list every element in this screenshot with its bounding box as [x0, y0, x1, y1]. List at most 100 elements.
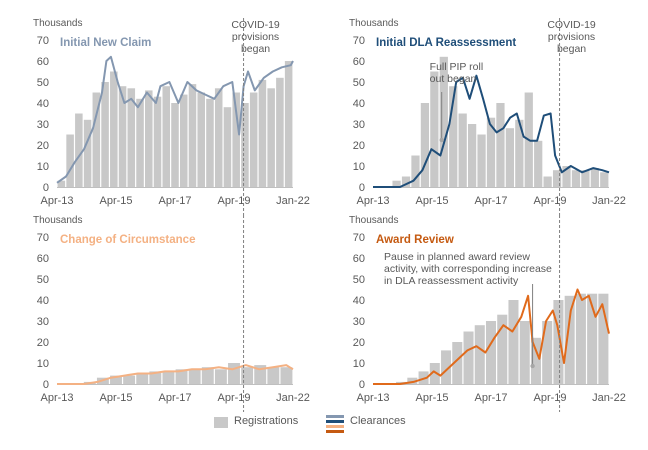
y-tick-label: 20 [37, 140, 49, 152]
bar-registrations [175, 369, 188, 384]
bar-registrations [101, 82, 109, 187]
bar-registrations [136, 373, 149, 384]
bar-registrations [201, 367, 214, 384]
bar-registrations [258, 79, 267, 187]
bar-registrations [75, 113, 83, 187]
y-tick-label: 60 [37, 253, 49, 265]
covid-annotation: provisions [232, 31, 279, 43]
bar-registrations [508, 300, 519, 384]
x-tick-label: Jan-22 [592, 195, 626, 207]
bar-registrations [145, 90, 153, 187]
bar-registrations [505, 128, 514, 187]
line-clearances [373, 288, 610, 385]
bar-registrations [463, 331, 474, 384]
chart-panel-4: Thousands 0 10 20 30 40 50 60 70 Apr-13 Apr-15 Apr-… [349, 215, 626, 412]
bar-registrations [564, 295, 575, 384]
pause-annotation: Pause in planned award review [384, 251, 530, 263]
x-tick-label: Jan-22 [276, 195, 310, 207]
bar-registrations [127, 88, 136, 187]
bar-registrations [83, 119, 92, 187]
y-tick-label: 0 [43, 182, 49, 194]
y-tick-label: 10 [353, 161, 365, 173]
bar-registrations [430, 71, 439, 187]
bar-registrations [452, 342, 463, 384]
bar-registrations [439, 56, 448, 187]
x-tick-label: Apr-15 [99, 195, 132, 207]
bar-registrations [485, 321, 497, 384]
unit-label: Thousands [349, 18, 398, 29]
y-tick-label: 40 [37, 295, 49, 307]
legend-label-registrations: Registrations [234, 415, 299, 427]
bar-registrations [562, 166, 571, 187]
bar-registrations [401, 176, 411, 187]
unit-label: Thousands [33, 215, 82, 226]
covid-annotation: began [241, 43, 270, 55]
bar-registrations [441, 350, 452, 384]
unit-label: Thousands [33, 18, 82, 29]
bar-registrations [407, 377, 418, 384]
y-tick-label: 50 [37, 274, 49, 286]
legend-swatch-clearances [326, 415, 344, 433]
bar-registrations [420, 103, 430, 187]
x-tick-label: Apr-15 [99, 392, 132, 404]
bar-registrations [66, 134, 74, 187]
x-tick-label: Apr-13 [40, 392, 73, 404]
bar-registrations [552, 170, 562, 187]
panel-title: Change of Circumstance [60, 234, 195, 246]
x-tick-label: Jan-22 [276, 392, 310, 404]
bar-registrations [188, 84, 197, 187]
bar-registrations [162, 371, 175, 384]
y-tick-label: 50 [353, 274, 365, 286]
bar-registrations [232, 92, 240, 187]
bar-registrations [553, 300, 564, 384]
bar-registrations [284, 61, 293, 187]
x-tick-label: Apr-17 [474, 195, 507, 207]
bar-registrations [149, 371, 162, 384]
bar-registrations [206, 98, 214, 187]
y-tick-label: 40 [37, 98, 49, 110]
bar-registrations [214, 369, 227, 384]
y-tick-label: 70 [37, 232, 49, 244]
bar-registrations [223, 107, 232, 187]
pause-pointer-dot [530, 363, 535, 369]
x-tick-label: Apr-13 [356, 392, 389, 404]
y-tick-label: 0 [43, 379, 49, 391]
bar-registrations [179, 94, 188, 187]
panel-title: Initial DLA Reassessment [376, 37, 516, 49]
chart-panel-3: Thousands 0 10 20 30 40 50 60 70 Apr-13 Apr-15 Apr-… [33, 215, 310, 412]
x-tick-label: Apr-17 [158, 195, 191, 207]
x-tick-label: Apr-19 [217, 392, 250, 404]
y-tick-label: 30 [37, 316, 49, 328]
bar-registrations [276, 77, 284, 187]
y-tick-label: 10 [37, 358, 49, 370]
y-tick-label: 70 [37, 35, 49, 47]
bar-registrations [57, 180, 66, 187]
bar-registrations [171, 103, 179, 187]
y-tick-label: 30 [353, 316, 365, 328]
covid-annotation: COVID-19 [547, 19, 596, 31]
y-tick-label: 20 [353, 337, 365, 349]
bar-registrations [468, 124, 477, 187]
pip-annotation: Full PIP roll [430, 61, 484, 73]
bar-registrations [110, 375, 122, 384]
bar-registrations [136, 98, 144, 187]
covid-annotation: provisions [548, 31, 595, 43]
bar-registrations [581, 170, 590, 187]
y-tick-label: 30 [37, 119, 49, 131]
x-tick-label: Apr-15 [415, 195, 448, 207]
line-clearances [56, 55, 294, 184]
bar-registrations [458, 113, 467, 187]
legend-swatch-registrations [214, 417, 228, 428]
x-tick-label: Apr-19 [533, 195, 566, 207]
bar-registrations [474, 325, 485, 384]
bar-registrations [197, 92, 205, 187]
covid-annotation: COVID-19 [231, 19, 280, 31]
bar-registrations [530, 337, 541, 384]
bar-registrations [214, 88, 223, 187]
chart-panel-2: Thousands 0 10 20 30 40 50 60 70 Apr-13 Apr-15 Apr-… [349, 18, 626, 215]
bar-registrations [571, 170, 581, 187]
bar-registrations [575, 293, 586, 384]
unit-label: Thousands [349, 215, 398, 226]
bar-registrations [542, 321, 553, 384]
